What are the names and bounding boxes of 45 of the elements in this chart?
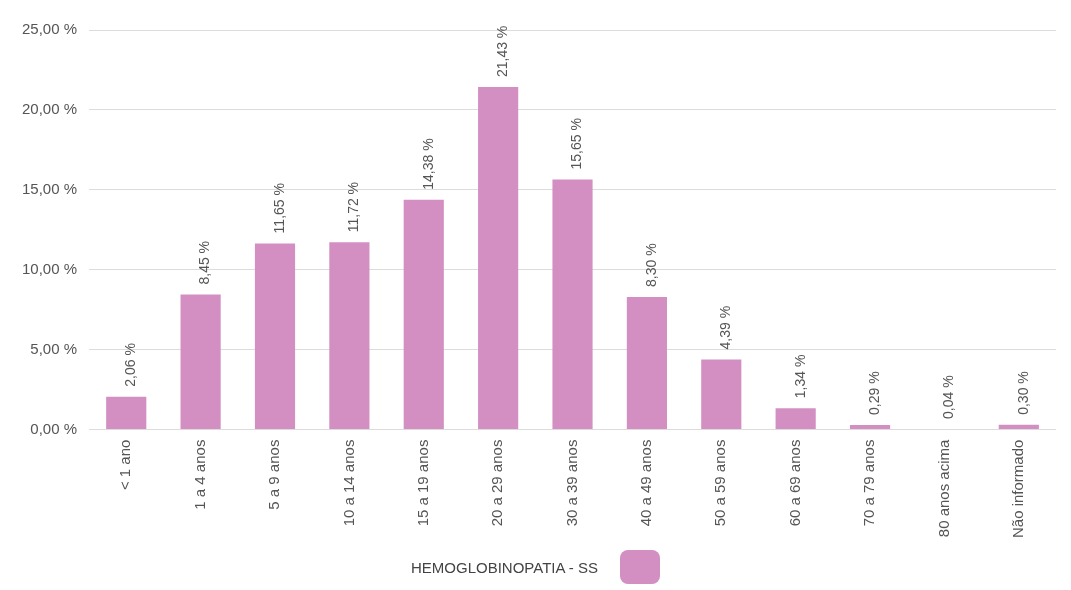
x-tick-label: 5 a 9 anos	[265, 439, 283, 510]
data-label: 0,04 %	[940, 375, 957, 419]
data-label: 15,65 %	[568, 118, 585, 170]
x-tick-label: Não informado	[1008, 439, 1026, 538]
x-tick-label: 60 a 69 anos	[785, 439, 803, 527]
x-tick-label: 20 a 29 anos	[488, 439, 506, 527]
x-tick-label: 10 a 14 anos	[339, 439, 357, 527]
bar	[403, 199, 444, 430]
data-label: 8,45 %	[196, 240, 213, 285]
data-label: 2,06 %	[122, 343, 139, 387]
data-label: 0,30 %	[1014, 371, 1031, 415]
data-label: 0,29 %	[865, 371, 882, 415]
x-tick-label: 1 a 4 anos	[190, 439, 208, 510]
data-label: 14,38 %	[419, 138, 436, 190]
bar	[106, 396, 147, 430]
y-tick-label: 25,00 %	[21, 20, 78, 38]
bar	[478, 87, 519, 430]
x-tick-label: 30 a 39 anos	[562, 439, 580, 527]
bar	[254, 243, 296, 430]
x-tick-label: 15 a 19 anos	[413, 439, 431, 527]
data-label: 4,39 %	[717, 305, 734, 350]
data-label: 8,30 %	[642, 243, 659, 287]
data-label: 21,43 %	[494, 25, 510, 78]
x-tick-label: 70 a 79 anos	[860, 439, 878, 527]
bar	[329, 242, 370, 430]
bar	[626, 296, 667, 430]
y-tick-label: 0,00 %	[30, 419, 78, 437]
bar	[849, 424, 891, 430]
legend-label: HEMOGLOBINOPATIA - SS	[411, 558, 598, 576]
y-tick-label: 20,00 %	[21, 100, 78, 118]
y-tick-label: 15,00 %	[21, 179, 78, 197]
y-tick-label: 5,00 %	[30, 339, 78, 357]
x-tick-label: 80 anos acima	[934, 438, 952, 538]
bar	[180, 294, 221, 430]
data-label: 1,34 %	[791, 354, 808, 399]
x-tick-label: < 1 ano	[116, 439, 134, 491]
bar	[775, 408, 816, 430]
data-label: 11,72 %	[345, 181, 362, 233]
bar	[552, 179, 593, 430]
x-tick-label: 50 a 59 anos	[711, 439, 729, 527]
bar	[701, 359, 742, 430]
bar	[998, 424, 1039, 430]
y-tick-label: 10,00 %	[21, 259, 78, 277]
data-label: 11,65 %	[270, 183, 287, 234]
x-tick-label: 40 a 49 anos	[637, 439, 655, 527]
